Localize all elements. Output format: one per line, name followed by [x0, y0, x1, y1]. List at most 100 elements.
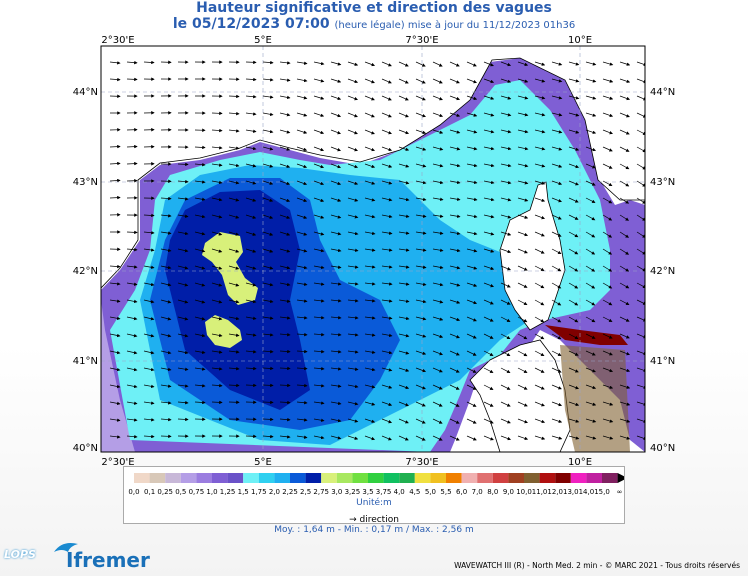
direction-arrow [466, 197, 478, 202]
scale-value: 0,0 [128, 488, 140, 496]
direction-arrow [551, 95, 563, 100]
direction-arrow [262, 316, 274, 320]
direction-arrow [568, 146, 580, 151]
direction-arrow [551, 78, 563, 83]
lat-label-right: 43°N [650, 177, 675, 188]
direction-arrow [602, 367, 614, 373]
direction-arrow [483, 367, 494, 373]
direction-arrow [228, 265, 240, 270]
wave-direction-arrows [109, 60, 645, 441]
direction-arrow [313, 129, 325, 135]
scale-swatch [461, 473, 478, 483]
direction-arrow [585, 95, 597, 100]
direction-arrow [619, 333, 630, 339]
direction-arrow [109, 316, 121, 321]
scale-swatch [336, 473, 353, 483]
direction-arrow [483, 316, 494, 322]
direction-arrow [109, 367, 121, 372]
direction-arrow [194, 367, 206, 371]
lon-label-top: 5°E [254, 35, 272, 46]
direction-arrow [398, 146, 410, 151]
scale-swatch [134, 473, 150, 483]
direction-arrow [160, 316, 172, 321]
direction-arrow [313, 78, 325, 83]
direction-arrow [177, 265, 189, 270]
direction-arrow [636, 299, 645, 305]
direction-arrow [364, 299, 376, 303]
direction-arrow [432, 248, 444, 252]
direction-arrow [432, 197, 444, 201]
direction-arrow [347, 197, 359, 202]
direction-arrow [364, 95, 375, 101]
direction-arrow [245, 112, 257, 116]
direction-arrow [296, 418, 308, 422]
scale-value: 3,75 [375, 488, 392, 496]
direction-arrow [415, 78, 426, 84]
direction-arrow [449, 129, 461, 134]
direction-arrow [585, 418, 597, 423]
direction-arrow [534, 214, 545, 220]
direction-arrow [500, 248, 512, 254]
direction-arrow [398, 61, 409, 67]
scale-swatch [196, 473, 212, 483]
scale-value: 3,0 [331, 488, 343, 496]
direction-arrow [636, 197, 645, 204]
direction-arrow [143, 333, 155, 338]
direction-arrow [228, 316, 240, 321]
direction-arrow [347, 231, 359, 236]
direction-arrow [602, 316, 613, 322]
lat-label-left: 41°N [73, 356, 98, 367]
direction-arrow [364, 248, 376, 252]
direction-arrow [568, 129, 580, 134]
direction-arrow [466, 180, 478, 185]
direction-arrow [551, 180, 563, 186]
direction-arrow [296, 316, 308, 320]
direction-arrow [449, 435, 460, 441]
direction-arrow [347, 401, 359, 406]
direction-arrow [619, 214, 630, 221]
direction-arrow [228, 197, 240, 202]
direction-arrow [449, 112, 461, 117]
scale-swatch [212, 473, 228, 483]
direction-arrow [568, 112, 580, 117]
footer-credits: WAVEWATCH III (R) - North Med. 2 min - ©… [454, 561, 740, 570]
direction-arrow [602, 282, 613, 289]
direction-arrow [568, 367, 579, 373]
direction-arrow [517, 112, 529, 117]
direction-label: direction [359, 515, 399, 525]
arrow-icon: → [349, 515, 357, 525]
direction-arrow [228, 180, 240, 185]
direction-arrow [126, 401, 138, 405]
direction-arrow [109, 282, 121, 286]
direction-arrow [500, 129, 512, 134]
lat-label-left: 42°N [73, 266, 98, 277]
direction-arrow [398, 401, 409, 407]
direction-arrow [398, 316, 410, 321]
direction-arrow [211, 163, 223, 167]
direction-arrow [313, 349, 325, 354]
direction-arrow [296, 95, 308, 100]
direction-arrow [466, 418, 477, 424]
direction-arrow [262, 146, 274, 151]
scale-swatch [258, 473, 275, 483]
direction-arrow [483, 418, 494, 424]
direction-arrow [585, 299, 596, 306]
scale-value: 10,0 [516, 488, 532, 496]
direction-arrow [602, 350, 613, 356]
direction-arrow [364, 163, 376, 169]
direction-arrow [177, 400, 189, 405]
direction-arrow [228, 366, 240, 371]
direction-arrow [517, 435, 529, 441]
direction-arrow [432, 112, 444, 118]
direction-arrow [585, 435, 597, 440]
direction-arrow [398, 129, 410, 135]
direction-arrow [517, 78, 529, 83]
direction-arrow [432, 214, 444, 218]
direction-arrow [551, 61, 563, 66]
direction-arrow [568, 299, 579, 306]
direction-arrow [602, 146, 613, 152]
scale-swatch [368, 473, 384, 483]
direction-arrow [619, 146, 630, 152]
direction-arrow [330, 231, 342, 236]
direction-arrow [109, 77, 121, 82]
